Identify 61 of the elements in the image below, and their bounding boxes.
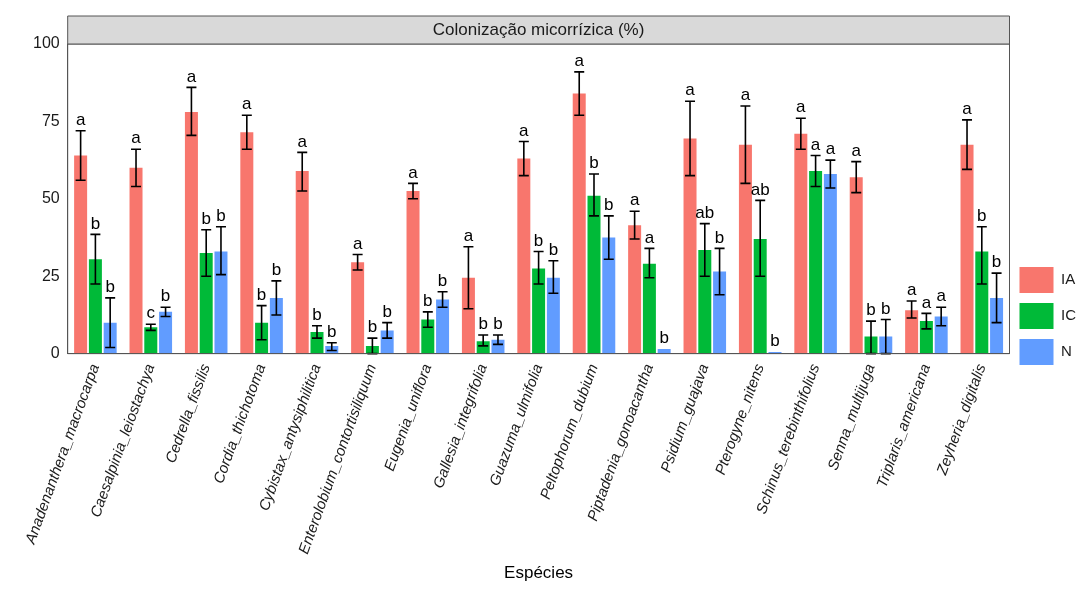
y-tick-label: 75 — [41, 111, 60, 129]
data-label: a — [629, 190, 640, 210]
y-tick-label: 25 — [41, 266, 60, 284]
data-label: a — [131, 128, 142, 148]
data-label: c — [146, 303, 156, 323]
data-label: b — [548, 239, 559, 259]
data-label: a — [906, 280, 917, 300]
data-label: a — [810, 134, 821, 154]
data-label: b — [770, 331, 780, 351]
data-label: b — [533, 230, 544, 250]
data-label: a — [75, 109, 86, 129]
data-label: b — [201, 208, 211, 228]
data-label: b — [312, 304, 322, 324]
data-label: a — [685, 80, 696, 100]
data-label: b — [423, 291, 433, 311]
data-label: ab — [750, 179, 770, 199]
x-axis-title: Espécies — [504, 563, 574, 583]
data-label: a — [352, 233, 363, 253]
data-label: b — [991, 252, 1002, 272]
data-label: a — [644, 227, 655, 247]
data-label: a — [851, 140, 862, 160]
chart-title: Colonização micorrízica (%) — [432, 19, 645, 39]
data-label: b — [367, 317, 378, 337]
data-label: b — [604, 195, 614, 215]
data-label: b — [105, 277, 115, 297]
data-label: b — [271, 260, 282, 280]
data-label: b — [327, 321, 337, 341]
data-label: b — [659, 328, 669, 348]
legend-label: N — [1061, 342, 1072, 360]
data-label: a — [519, 120, 530, 140]
data-label: a — [574, 51, 585, 71]
data-label: a — [297, 131, 308, 151]
data-label: a — [796, 97, 807, 117]
data-label: b — [493, 314, 503, 334]
data-label: b — [256, 284, 267, 304]
data-label: a — [921, 292, 932, 312]
data-label: b — [478, 314, 488, 334]
data-label: b — [437, 270, 448, 290]
data-label: b — [866, 300, 876, 320]
data-label: a — [962, 99, 973, 119]
data-label: a — [408, 162, 419, 182]
data-label: b — [881, 298, 891, 318]
data-label: a — [186, 66, 197, 86]
data-label: b — [589, 153, 599, 173]
data-label: b — [216, 205, 226, 225]
y-tick-label: 50 — [41, 189, 60, 207]
legend-label: IC — [1061, 306, 1077, 324]
data-label: a — [825, 139, 836, 159]
data-label: a — [242, 94, 253, 114]
data-label: ab — [695, 202, 715, 222]
data-label: b — [90, 213, 101, 233]
data-label: a — [936, 286, 947, 306]
y-tick-label: 0 — [50, 344, 60, 362]
legend-label: IA — [1061, 270, 1076, 288]
data-label: b — [977, 205, 987, 225]
data-label: a — [740, 85, 751, 105]
data-label: b — [714, 227, 725, 247]
data-label: b — [160, 286, 171, 306]
y-tick-label: 100 — [32, 34, 60, 52]
data-label: b — [382, 301, 392, 321]
data-label: a — [463, 225, 474, 245]
